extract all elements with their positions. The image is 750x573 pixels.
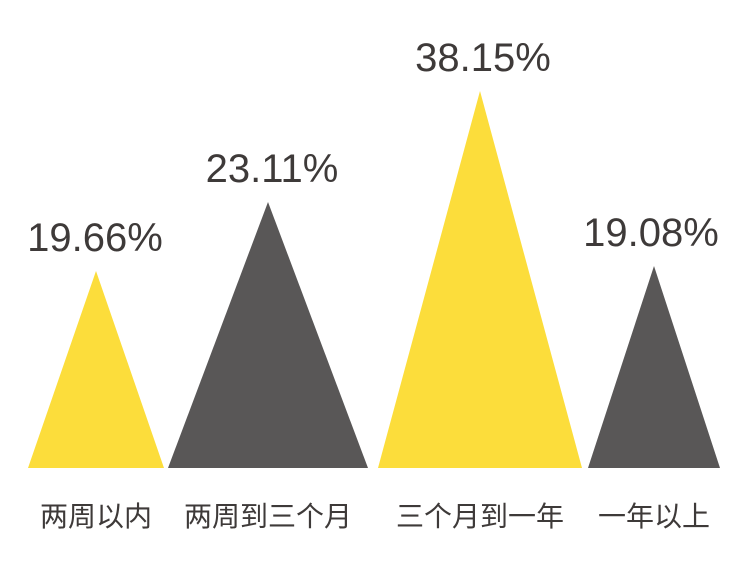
value-label-4: 19.08% bbox=[583, 211, 719, 255]
value-label-1: 19.66% bbox=[27, 216, 163, 260]
value-label-3: 38.15% bbox=[415, 36, 551, 80]
triangle-bar-1 bbox=[28, 271, 164, 468]
category-label-4: 一年以上 bbox=[598, 501, 710, 532]
category-label-3: 三个月到一年 bbox=[396, 501, 564, 532]
category-label-2: 两周到三个月 bbox=[184, 501, 352, 532]
triangle-bar-4 bbox=[588, 266, 720, 468]
value-label-2: 23.11% bbox=[206, 147, 339, 191]
triangle-bar-3 bbox=[378, 91, 582, 468]
triangle-bar-2 bbox=[168, 202, 368, 468]
category-label-1: 两周以内 bbox=[40, 501, 152, 532]
